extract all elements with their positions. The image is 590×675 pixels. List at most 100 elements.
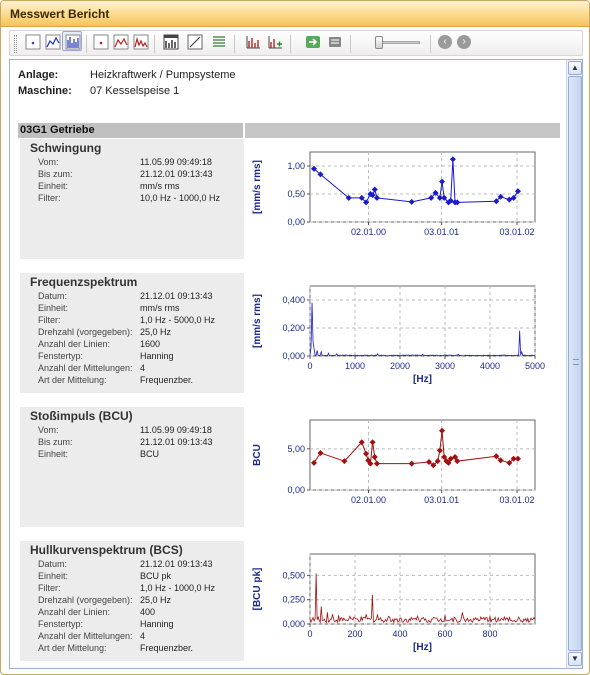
chart-stossimpuls-svg: BCU 0,00 5,00 02.01.00 03.01.01 03.01.02 <box>252 419 536 505</box>
data-point <box>408 198 415 205</box>
chart-a-icon <box>25 34 41 50</box>
spectrum-line <box>309 573 536 624</box>
panel-row-label: Bis zum: <box>38 169 73 179</box>
panel-row-label: Einheit: <box>38 303 69 313</box>
maschine-value: 07 Kesselspeise 1 <box>90 85 180 97</box>
data-point <box>345 194 352 201</box>
toolbar-separator <box>86 35 87 53</box>
plot-area <box>309 151 536 223</box>
plot-area <box>309 285 536 357</box>
x-tick-label: 03.01.01 <box>424 227 459 237</box>
data-point <box>447 197 454 204</box>
vertical-scrollbar[interactable]: ▲ ▼ <box>566 60 582 668</box>
data-point <box>428 194 435 201</box>
trend-chart-button[interactable] <box>42 31 62 51</box>
window-title: Messwert Bericht <box>10 7 110 21</box>
panel-stossimpuls: Stoßimpuls (BCU) Vom: 11.05.99 09:49:18 … <box>20 407 244 527</box>
scroll-thumb[interactable] <box>568 76 582 651</box>
x-tick-label: 800 <box>482 629 497 639</box>
y-tick-label: 0,50 <box>287 189 305 199</box>
panel-row-value: 21.12.01 09:13:43 <box>140 559 213 569</box>
data-point <box>363 450 370 457</box>
x-tick-label: 1000 <box>345 361 365 371</box>
data-point <box>439 427 446 434</box>
x-tick-label: 400 <box>392 629 407 639</box>
data-point <box>454 199 461 206</box>
x-tick-label: 600 <box>437 629 452 639</box>
chart-g-icon <box>163 34 179 50</box>
x-tick-label: 03.01.01 <box>424 495 459 505</box>
panel-row-value: 11.05.99 09:49:18 <box>140 157 212 167</box>
data-point <box>358 439 365 446</box>
panel-row-label: Filter: <box>38 193 61 203</box>
chart-frequenzspektrum: [mm/s rms] 0,000 0,200 0,400 0 1000 2000 3000 40… <box>250 278 550 391</box>
data-point <box>430 462 437 469</box>
data-point <box>373 460 380 467</box>
toolbar-grip[interactable] <box>14 35 17 53</box>
x-tick-label: 03.01.02 <box>499 495 534 505</box>
red-spectrum-chart-button[interactable] <box>130 31 150 51</box>
data-point <box>311 459 317 466</box>
panel-row-value: 4 <box>140 631 146 641</box>
toolbar-separator <box>290 35 291 53</box>
red-trend-chart-button[interactable] <box>110 31 130 51</box>
panel-row-label: Fenstertyp: <box>38 351 84 361</box>
panel-row-label: Filter: <box>38 315 61 325</box>
chart-c-icon <box>65 34 81 50</box>
settings-button[interactable] <box>324 31 344 51</box>
panel-row-label: Einheit: <box>38 571 69 581</box>
small-chart-button[interactable] <box>22 31 42 51</box>
panel-row-label: Anzahl der Linien: <box>38 607 111 617</box>
data-point <box>436 447 443 454</box>
panel-title: Hullkurvenspektrum (BCS) <box>30 543 183 557</box>
refresh-button[interactable] <box>302 31 322 51</box>
scroll-down-button[interactable]: ▼ <box>568 652 582 666</box>
y-tick-label: 0,00 <box>287 217 305 227</box>
small-red-chart-button[interactable] <box>90 31 110 51</box>
data-point <box>441 194 448 201</box>
table-view-button[interactable] <box>160 31 180 51</box>
data-point <box>506 196 513 203</box>
panel-row-value: 11.05.99 09:49:18 <box>140 425 212 435</box>
panel-row-label: Drehzahl (vorgegeben): <box>38 595 133 605</box>
spectrum-chart-button[interactable] <box>62 31 82 51</box>
zoom-slider-track[interactable] <box>380 41 420 44</box>
panel-row-label: Datum: <box>38 291 68 301</box>
zoom-slider-thumb[interactable] <box>375 36 383 49</box>
scaling-button[interactable] <box>184 31 204 51</box>
panel-row-value: Frequenzber. <box>140 643 194 653</box>
section-header: 03G1 Getriebe <box>18 123 560 138</box>
data-point <box>363 199 370 206</box>
x-tick-label: 02.01.00 <box>351 227 386 237</box>
band-chart-button[interactable] <box>242 31 262 51</box>
toolbar: ‹ › <box>9 30 583 56</box>
panel-row-value: 400 <box>140 607 156 617</box>
list-view-button[interactable] <box>208 31 228 51</box>
data-point <box>493 198 500 205</box>
y-tick-label: 5,00 <box>287 444 305 454</box>
panel-row-label: Vom: <box>38 425 59 435</box>
panel-title: Schwingung <box>30 141 102 155</box>
data-point <box>449 156 456 163</box>
data-point <box>432 189 439 196</box>
panel-row-value: 10,0 Hz - 1000,0 Hz <box>140 193 221 203</box>
panel-row-label: Filter: <box>38 583 61 593</box>
panel-row-value: Frequenzber. <box>140 375 194 385</box>
toolbar-separator <box>154 35 155 53</box>
toolbar-separator <box>234 35 235 53</box>
scroll-thumb-grip <box>573 359 579 365</box>
x-axis-label: [Hz] <box>413 374 432 385</box>
panel-row-value: 1,0 Hz - 1000,0 Hz <box>140 583 216 593</box>
forward-button[interactable]: › <box>457 35 471 49</box>
back-button[interactable]: ‹ <box>438 35 452 49</box>
scroll-up-button[interactable]: ▲ <box>568 61 582 75</box>
data-point <box>497 457 504 464</box>
x-tick-label: 02.01.00 <box>351 495 386 505</box>
panel-row-value: 1,0 Hz - 5000,0 Hz <box>140 315 216 325</box>
panel-huellkurvenspektrum: Hullkurvenspektrum (BCS) Datum: 21.12.01… <box>20 541 244 661</box>
band-add-button[interactable] <box>264 31 284 51</box>
panel-row-value: 1600 <box>140 339 161 349</box>
data-point <box>497 193 504 200</box>
y-tick-label: 0,200 <box>282 323 305 333</box>
panel-title: Stoßimpuls (BCU) <box>30 409 133 423</box>
